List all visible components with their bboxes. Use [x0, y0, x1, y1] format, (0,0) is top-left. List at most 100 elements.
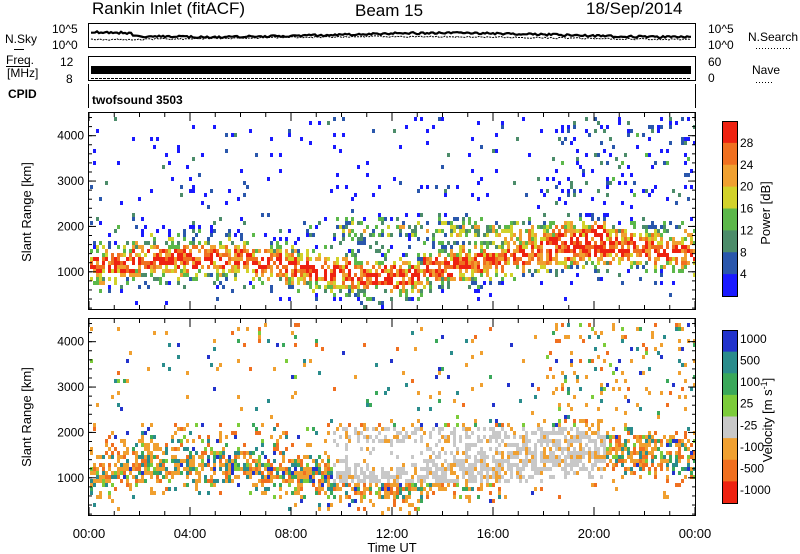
velocity-cell [162, 459, 165, 463]
power-cell [657, 253, 660, 257]
velocity-cell [498, 451, 501, 455]
velocity-cell [384, 491, 387, 495]
power-cell [603, 261, 606, 265]
velocity-cell [507, 479, 510, 483]
velocity-colorbar-tick: 100 [740, 375, 760, 389]
velocity-cell [234, 459, 237, 463]
power-cell [513, 261, 516, 265]
power-cell [573, 137, 576, 141]
power-cell [216, 285, 219, 289]
power-cell [147, 265, 150, 269]
velocity-cell [465, 447, 468, 451]
velocity-cell [309, 479, 312, 483]
power-cell [135, 245, 138, 249]
power-cell [651, 125, 654, 129]
power-cell [93, 161, 96, 165]
power-cell [432, 245, 435, 249]
velocity-cell [564, 467, 567, 471]
velocity-cell [582, 431, 585, 435]
velocity-cell [555, 359, 558, 363]
velocity-cell [351, 499, 354, 503]
power-cell [450, 233, 453, 237]
velocity-cell [315, 491, 318, 495]
velocity-cell [534, 395, 537, 399]
velocity-cell [633, 435, 636, 439]
power-cell [108, 233, 111, 237]
velocity-cell [261, 483, 264, 487]
power-cell [102, 257, 105, 261]
velocity-cell [690, 443, 693, 447]
velocity-cell [606, 463, 609, 467]
power-cell [540, 281, 543, 285]
power-cell [468, 261, 471, 265]
velocity-cell [213, 463, 216, 467]
power-cell [93, 281, 96, 285]
velocity-cell [336, 487, 339, 491]
velocity-cell [441, 335, 444, 339]
velocity-cell [672, 471, 675, 475]
velocity-cell [294, 487, 297, 491]
velocity-cell [279, 475, 282, 479]
velocity-cell [132, 467, 135, 471]
power-cell [354, 233, 357, 237]
velocity-cell [90, 479, 93, 483]
velocity-cell [474, 459, 477, 463]
power-cell [579, 257, 582, 261]
velocity-cell [195, 467, 198, 471]
power-cell [528, 241, 531, 245]
power-cell [591, 217, 594, 221]
velocity-cell [411, 487, 414, 491]
velocity-cell [291, 491, 294, 495]
velocity-cell [129, 467, 132, 471]
power-cell [513, 249, 516, 253]
velocity-cell [570, 459, 573, 463]
velocity-cell [366, 439, 369, 443]
velocity-cell [558, 431, 561, 435]
power-cell [522, 261, 525, 265]
velocity-cell [96, 495, 99, 499]
power-cell [396, 225, 399, 229]
velocity-cell [357, 507, 360, 511]
velocity-cell [366, 463, 369, 467]
velocity-cell [567, 387, 570, 391]
power-cell [573, 257, 576, 261]
power-cell [372, 129, 375, 133]
power-cell [654, 233, 657, 237]
velocity-cell [534, 447, 537, 451]
velocity-cell [324, 439, 327, 443]
velocity-cell [333, 439, 336, 443]
power-cell [108, 269, 111, 273]
power-cell [468, 249, 471, 253]
power-cell [132, 269, 135, 273]
power-cell [339, 241, 342, 245]
velocity-cell [144, 455, 147, 459]
power-cell [279, 269, 282, 273]
power-cell [684, 237, 687, 241]
power-cell [225, 233, 228, 237]
power-cell [621, 237, 624, 241]
power-cell [648, 125, 651, 129]
velocity-cell [456, 463, 459, 467]
velocity-cell [498, 479, 501, 483]
velocity-cell [120, 471, 123, 475]
velocity-cell [678, 471, 681, 475]
power-colorbar-tick: 28 [740, 136, 754, 150]
noise-frame [88, 23, 696, 48]
power-cell [630, 173, 633, 177]
velocity-cell [507, 463, 510, 467]
velocity-cell [492, 471, 495, 475]
velocity-cell [288, 467, 291, 471]
velocity-cell [141, 451, 144, 455]
velocity-cell [354, 375, 357, 379]
velocity-cell [429, 455, 432, 459]
velocity-cell [360, 495, 363, 499]
power-cell [255, 257, 258, 261]
velocity-cell [366, 475, 369, 479]
velocity-cell [261, 443, 264, 447]
velocity-cell [570, 435, 573, 439]
power-cell [516, 261, 519, 265]
velocity-cell [165, 447, 168, 451]
velocity-cell [552, 459, 555, 463]
velocity-cell [234, 463, 237, 467]
power-cell [663, 221, 666, 225]
